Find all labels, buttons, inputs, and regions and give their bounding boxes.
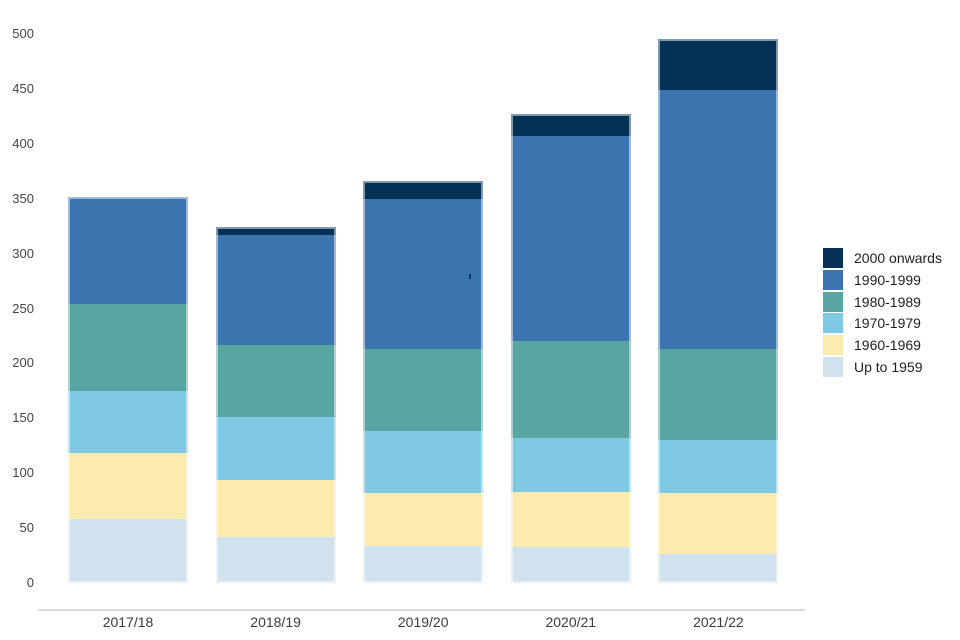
bar-segment-up-to-1959 — [510, 546, 631, 583]
bar-segment-1960-1969 — [68, 453, 188, 520]
legend-row-up-to-1959: Up to 1959 — [823, 356, 942, 378]
bar-segment-1970-1979 — [215, 417, 336, 480]
y-tick-label-250: 250 — [12, 300, 34, 316]
legend-swatch-up-to-1959 — [823, 357, 843, 378]
x-axis-label-2018-19: 2018/19 — [250, 614, 301, 630]
bar-segment-1980-1989 — [658, 349, 779, 441]
legend-row-2000-onwards: 2000 onwards — [823, 247, 942, 269]
y-tick-label-300: 300 — [12, 245, 34, 261]
y-tick-label-100: 100 — [12, 465, 34, 481]
legend-label-up-to-1959: Up to 1959 — [854, 359, 923, 376]
bar-segment-1960-1969 — [658, 492, 779, 555]
y-tick-label-450: 450 — [12, 80, 34, 96]
legend-row-1990-1999: 1990-1999 — [823, 269, 942, 291]
bar-segment-1990-1999 — [510, 136, 631, 342]
bar-segment-1990-1999 — [658, 89, 779, 350]
y-tick-label-200: 200 — [12, 355, 34, 371]
bar-segment-1980-1989 — [68, 304, 188, 391]
legend-row-1970-1979: 1970-1979 — [823, 312, 942, 334]
bar-segment-1960-1969 — [215, 479, 336, 537]
legend-swatch-1970-1979 — [823, 313, 843, 334]
bar-segment-1980-1989 — [215, 344, 336, 418]
cursor-artifact — [469, 274, 471, 279]
bar-2020-21 — [510, 114, 631, 583]
x-axis-label-2019-20: 2019/20 — [397, 614, 449, 630]
y-tick-label-350: 350 — [12, 190, 34, 206]
legend-swatch-1980-1989 — [823, 291, 843, 312]
x-axis-label-2017-18: 2017/18 — [102, 614, 154, 630]
legend-label-1980-1989: 1980-1989 — [854, 293, 921, 310]
bar-segment-1970-1979 — [658, 440, 779, 493]
bar-segment-1960-1969 — [510, 491, 631, 547]
legend-label-1990-1999: 1990-1999 — [854, 271, 921, 288]
bar-segment-2000-onwards — [363, 181, 484, 199]
legend: 2000 onwards 1990-1999 1980-1989 1970-1979 1… — [823, 247, 942, 378]
x-axis-label-2020-21: 2020/21 — [545, 614, 597, 630]
y-tick-label-500: 500 — [12, 26, 34, 41]
legend-swatch-2000-onwards — [823, 247, 843, 268]
y-tick-label-400: 400 — [12, 135, 34, 151]
bar-segment-1970-1979 — [68, 390, 188, 454]
legend-label-2000-onwards: 2000 onwards — [854, 249, 942, 266]
bar-segment-1970-1979 — [363, 431, 484, 493]
bar-segment-1990-1999 — [363, 198, 484, 350]
bar-2017-18 — [68, 196, 188, 583]
bar-segment-1990-1999 — [215, 234, 336, 345]
bar-segment-1960-1969 — [363, 492, 484, 546]
x-axis-label-2021-22: 2021/22 — [693, 614, 744, 630]
legend-row-1960-1969: 1960-1969 — [823, 334, 942, 356]
bar-segment-up-to-1959 — [363, 545, 484, 583]
bar-segment-2000-onwards — [215, 227, 336, 235]
y-tick-label-0: 0 — [26, 575, 34, 590]
bar-segment-2000-onwards — [510, 114, 631, 137]
legend-row-1980-1989: 1980-1989 — [823, 291, 942, 313]
bar-segment-1980-1989 — [510, 341, 631, 439]
x-axis-line — [38, 609, 805, 611]
legend-label-1960-1969: 1960-1969 — [854, 337, 921, 354]
bar-segment-1970-1979 — [510, 438, 631, 492]
bar-segment-1990-1999 — [68, 196, 188, 305]
y-tick-label-150: 150 — [12, 410, 34, 426]
bar-segment-up-to-1959 — [215, 536, 336, 583]
legend-swatch-1960-1969 — [823, 335, 843, 356]
bar-2021-22 — [658, 39, 779, 583]
bar-segment-up-to-1959 — [68, 519, 188, 583]
legend-label-1970-1979: 1970-1979 — [854, 315, 921, 332]
bar-segment-up-to-1959 — [658, 554, 779, 583]
y-tick-label-50: 50 — [19, 520, 34, 536]
bar-segment-1980-1989 — [363, 349, 484, 432]
legend-swatch-1990-1999 — [823, 269, 843, 290]
bar-segment-2000-onwards — [658, 39, 779, 90]
bar-2019-20 — [363, 181, 484, 583]
bar-2018-19 — [215, 227, 336, 583]
